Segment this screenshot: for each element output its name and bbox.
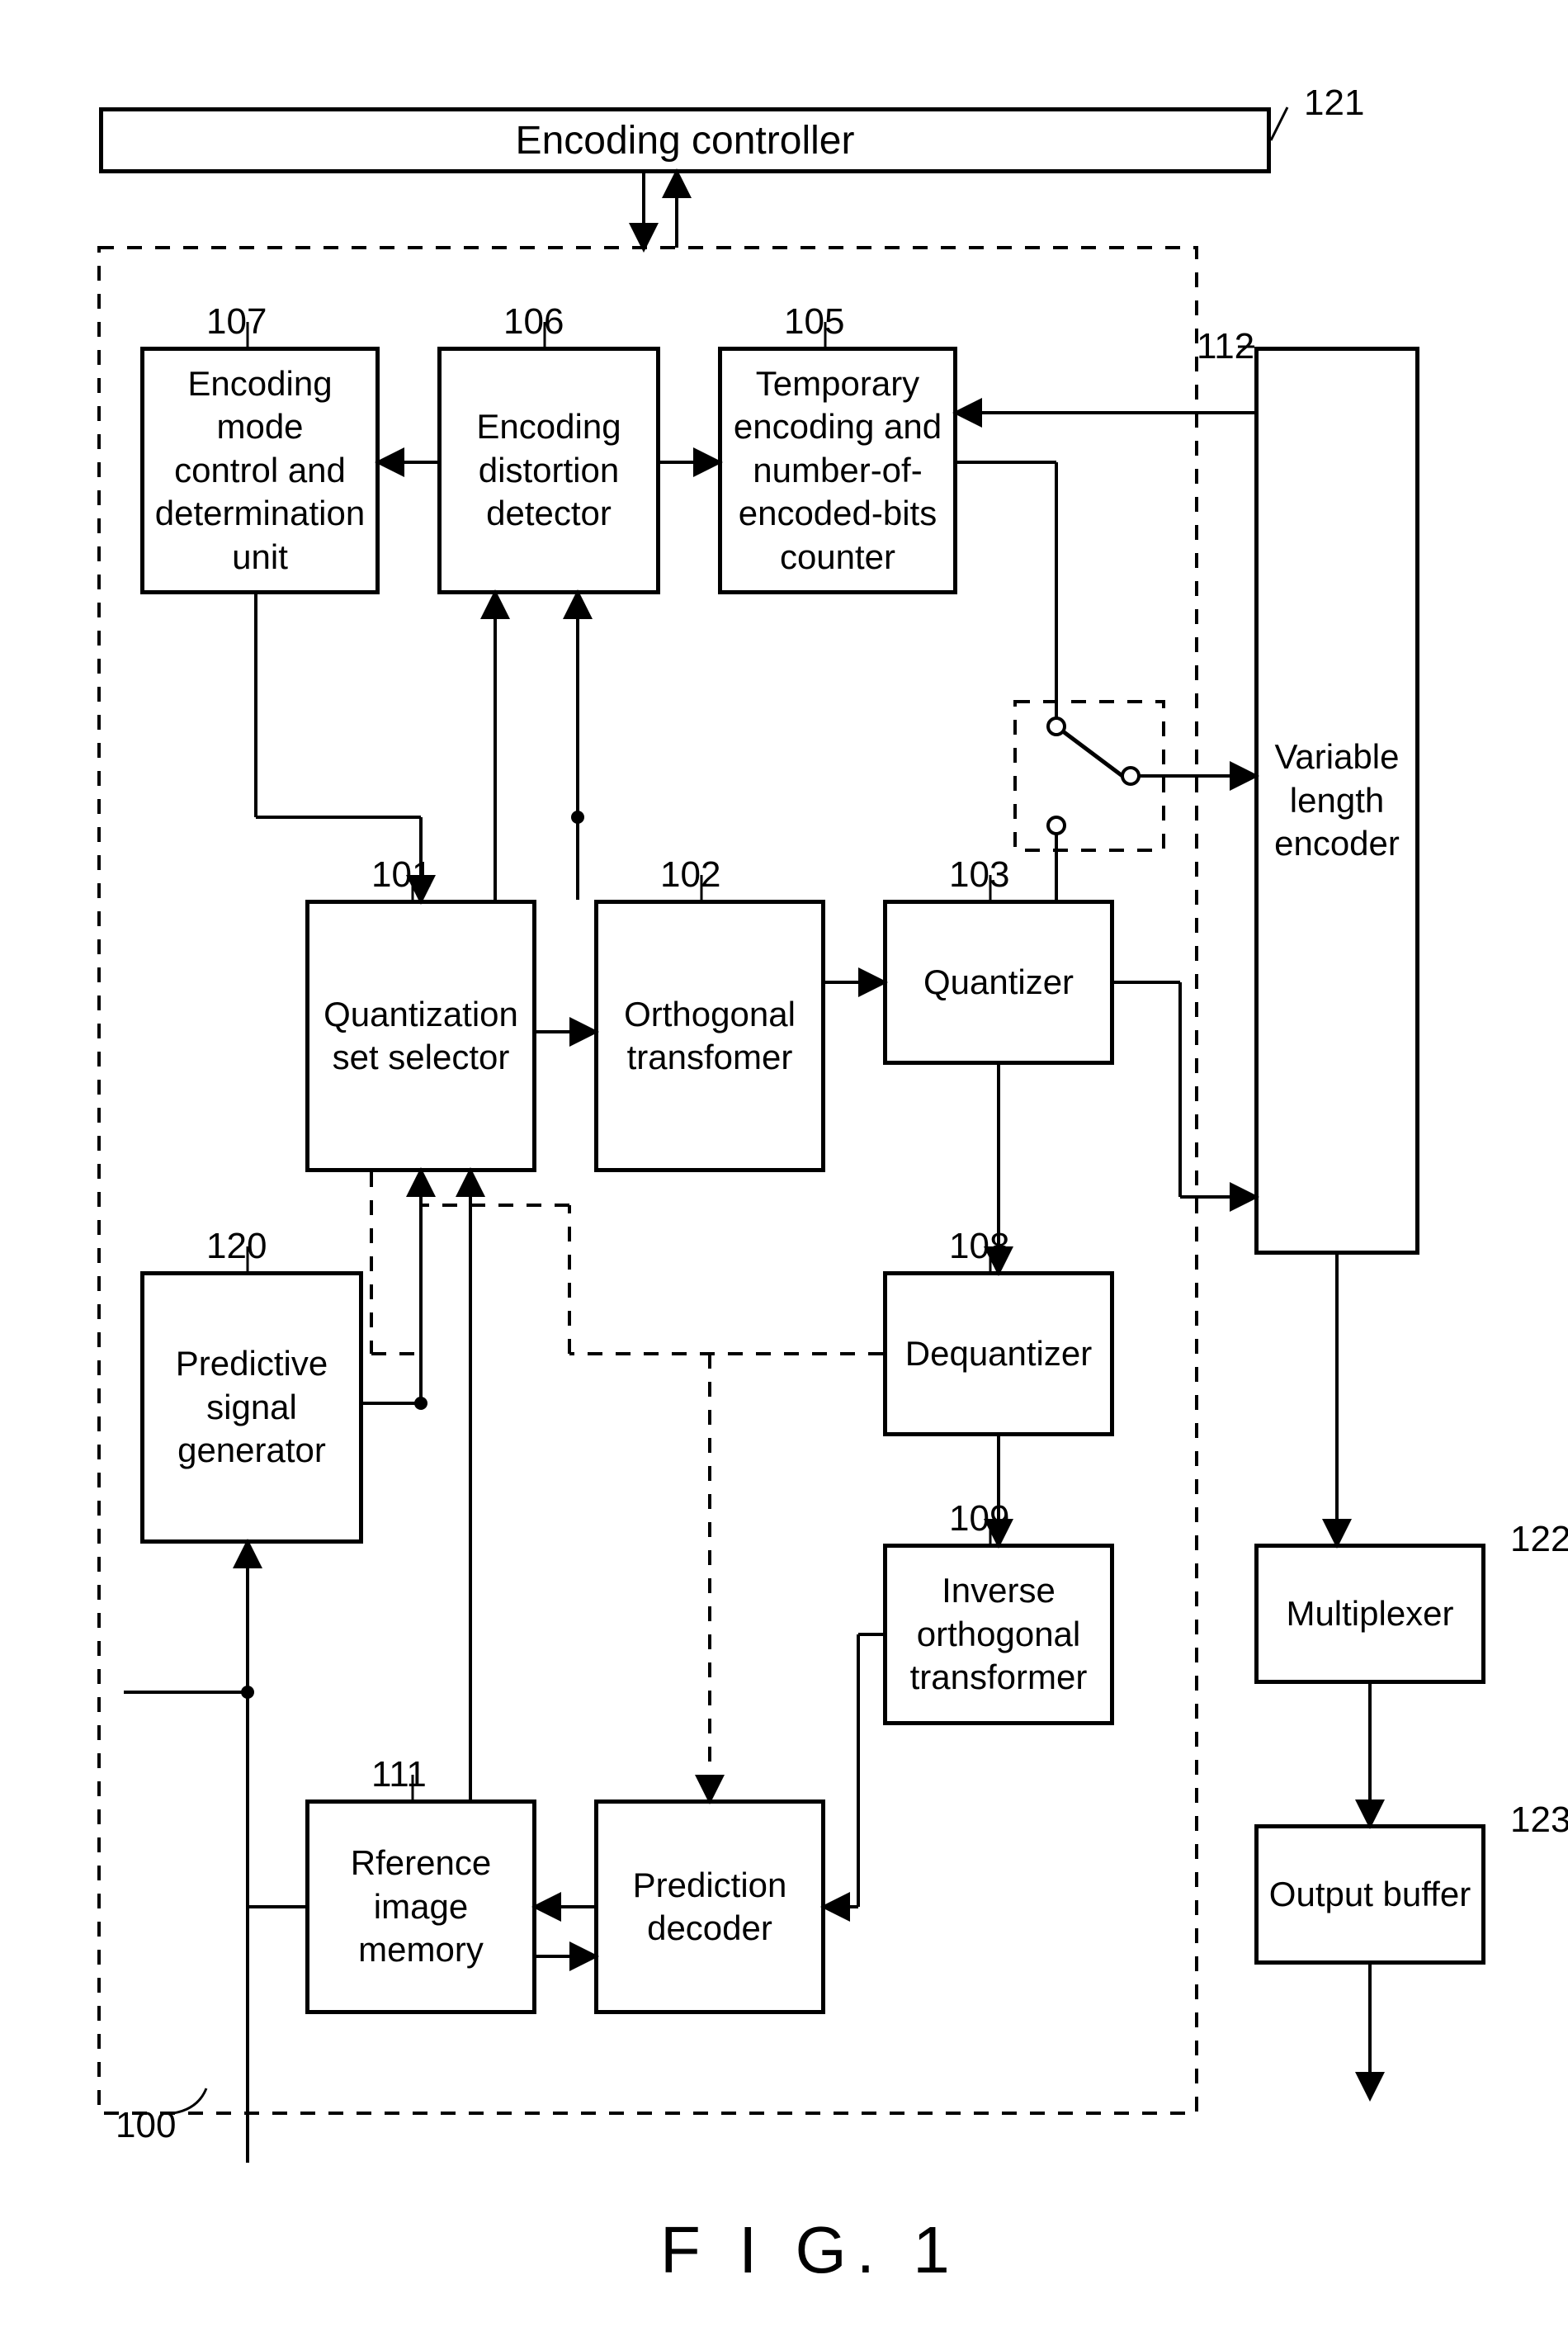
label-122: Multiplexer xyxy=(1286,1592,1453,1636)
encoding-controller-block-2: Encoding controller xyxy=(99,107,1271,173)
label-108: Dequantizer xyxy=(905,1332,1092,1376)
ref-107: 107 xyxy=(206,301,267,343)
label-103: Quantizer xyxy=(923,961,1074,1005)
figure-label: F I G. 1 xyxy=(660,2212,960,2288)
ref-103: 103 xyxy=(949,854,1009,896)
ref-100: 100 xyxy=(116,2105,176,2146)
ref-122: 122 xyxy=(1510,1519,1568,1560)
block-112: Variable length encoder xyxy=(1254,347,1419,1255)
ref-111: 111 xyxy=(371,1754,427,1795)
block-103: Quantizer xyxy=(883,900,1114,1065)
encoding-controller-label-2: Encoding controller xyxy=(516,118,855,163)
block-109: Inverse orthogonal transformer xyxy=(883,1544,1114,1725)
label-102: Orthogonal transfomer xyxy=(624,993,796,1080)
ref-109: 109 xyxy=(949,1498,1009,1539)
ref-123: 123 xyxy=(1510,1799,1568,1841)
ref-121: 121 xyxy=(1304,83,1364,124)
block-102: Orthogonal transfomer xyxy=(594,900,825,1172)
ref-102: 102 xyxy=(660,854,720,896)
block-108: Dequantizer xyxy=(883,1271,1114,1436)
label-120: Predictive signal generator xyxy=(176,1342,328,1473)
block-110: Prediction decoder xyxy=(594,1799,825,2014)
block-120: Predictive signal generator xyxy=(140,1271,363,1544)
ref-101: 101 xyxy=(371,854,432,896)
label-110: Prediction decoder xyxy=(633,1864,787,1951)
ref-106: 106 xyxy=(503,301,564,343)
label-101: Quantization set selector xyxy=(324,993,518,1080)
ref-120: 120 xyxy=(206,1226,267,1267)
label-123: Output buffer xyxy=(1269,1873,1471,1917)
label-112: Variable length encoder xyxy=(1267,735,1407,866)
block-123: Output buffer xyxy=(1254,1824,1485,1965)
label-106: Encoding distortion detector xyxy=(476,405,621,536)
label-111: Rference image memory xyxy=(318,1842,524,1972)
ref-112: 112 xyxy=(1197,326,1254,367)
block-107: Encoding mode control and determination … xyxy=(140,347,380,594)
label-105: Temporary encoding and number-of- encode… xyxy=(734,362,942,579)
block-122: Multiplexer xyxy=(1254,1544,1485,1684)
label-107: Encoding mode control and determination … xyxy=(153,362,367,579)
ref-108: 108 xyxy=(949,1226,1009,1267)
ref-105: 105 xyxy=(784,301,844,343)
block-106: Encoding distortion detector xyxy=(437,347,660,594)
block-101: Quantization set selector xyxy=(305,900,536,1172)
label-109: Inverse orthogonal transformer xyxy=(910,1569,1088,1700)
block-105: Temporary encoding and number-of- encode… xyxy=(718,347,957,594)
block-111: Rference image memory xyxy=(305,1799,536,2014)
